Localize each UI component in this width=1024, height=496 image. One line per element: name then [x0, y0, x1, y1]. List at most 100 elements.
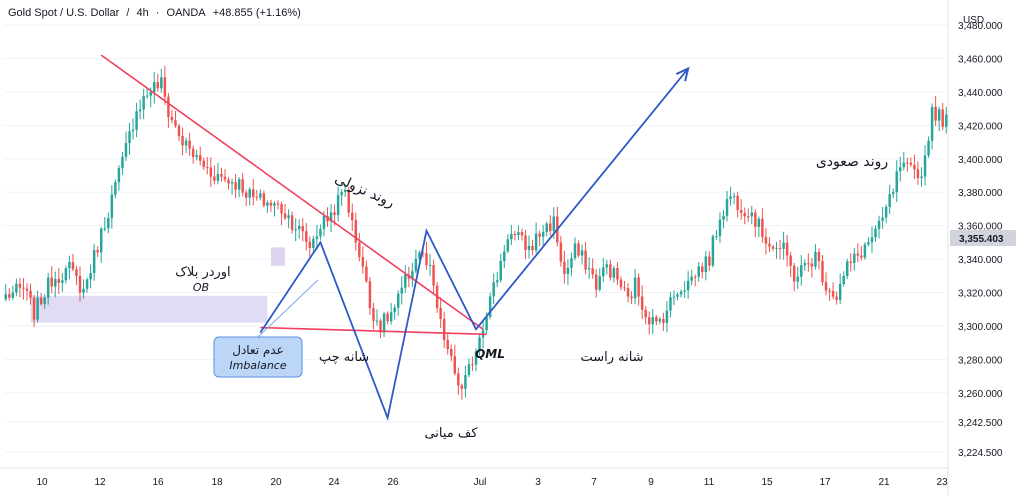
candle: [651, 309, 655, 335]
candle: [891, 188, 895, 199]
candle: [669, 291, 672, 318]
qml-label: QML: [475, 347, 505, 361]
candle: [623, 280, 626, 292]
candle: [188, 132, 191, 156]
candle: [619, 276, 623, 291]
candle: [280, 201, 283, 226]
symbol-name[interactable]: Gold Spot / U.S. Dollar: [8, 7, 120, 19]
time-tick-label: 3: [535, 477, 541, 488]
time-tick-label: 21: [878, 477, 890, 488]
candle: [396, 290, 400, 316]
time-tick-label: 23: [936, 477, 948, 488]
order-block-zone: [30, 247, 285, 323]
candle: [757, 216, 761, 238]
candle: [807, 253, 810, 272]
candle: [244, 189, 248, 206]
candle: [255, 189, 259, 201]
time-tick-label: 15: [761, 477, 773, 488]
candle: [404, 265, 407, 294]
left-shoulder-label: شانه چپ: [319, 350, 369, 365]
timeframe[interactable]: 4h: [136, 7, 149, 19]
candle: [368, 277, 372, 315]
candle: [800, 255, 803, 286]
ob-rect: [30, 295, 268, 323]
candle: [863, 242, 867, 260]
candle: [54, 271, 57, 298]
candle: [259, 189, 262, 201]
candle: [534, 222, 538, 254]
candle: [782, 231, 785, 260]
candle: [411, 262, 414, 288]
candle: [46, 272, 50, 305]
candle: [61, 272, 64, 293]
candle: [446, 333, 449, 355]
candle: [202, 157, 205, 170]
candle: [524, 230, 527, 259]
candle: [750, 205, 754, 225]
time-tick-label: 7: [591, 477, 597, 488]
candle: [400, 276, 403, 305]
candle: [128, 122, 131, 155]
candle: [817, 248, 821, 270]
candle: [754, 209, 757, 238]
candle: [389, 303, 393, 325]
currency-label[interactable]: USD: [963, 15, 984, 26]
time-tick-label: 20: [270, 477, 282, 488]
candle: [195, 149, 198, 161]
candle: [789, 251, 792, 277]
candle: [103, 217, 107, 232]
candle: [252, 179, 255, 206]
candle: [50, 266, 53, 294]
candle: [906, 157, 909, 172]
candle: [930, 103, 934, 150]
candle: [503, 244, 506, 269]
candle: [899, 156, 902, 182]
candle: [531, 239, 534, 256]
candle: [549, 215, 552, 236]
candle: [672, 290, 676, 306]
chart-header: Gold Spot / U.S. Dollar / 4h · OANDA +48…: [8, 7, 301, 19]
imbalance-rect: [270, 247, 285, 266]
candle: [121, 151, 124, 175]
candle: [471, 356, 474, 371]
candle: [393, 304, 396, 320]
candle: [944, 106, 948, 134]
candle: [36, 290, 39, 323]
candle: [428, 254, 432, 276]
candle: [8, 288, 11, 301]
candle: [690, 269, 693, 285]
candle: [464, 365, 467, 398]
candle: [170, 110, 174, 124]
price-axis[interactable]: 3,224.500 3,242.500 3,260.000 3,280.000 3,30…: [958, 21, 1003, 459]
imbalance-fa-text: عدم تعادل: [232, 343, 284, 357]
candle: [888, 184, 891, 214]
candle: [881, 206, 884, 229]
time-tick-label: 10: [36, 477, 48, 488]
candle: [145, 88, 149, 99]
candle: [276, 200, 280, 210]
candle: [495, 271, 499, 288]
candle: [923, 145, 927, 186]
candle: [372, 302, 375, 330]
candle: [114, 179, 117, 199]
time-tick-label: 26: [387, 477, 399, 488]
candle: [874, 225, 877, 242]
time-axis[interactable]: 10 12 16 18 20 24 26 Jul 3 7 9 11 15 17 21 23: [36, 477, 948, 488]
price-tick-label: 3,360.000: [958, 222, 1003, 233]
candle: [594, 268, 598, 298]
right-shoulder-label: شانه راست: [580, 350, 643, 365]
candle: [743, 207, 746, 225]
candle: [909, 157, 913, 167]
candle: [160, 68, 163, 93]
time-tick-label: 18: [211, 477, 223, 488]
candle: [633, 268, 637, 305]
candle: [506, 234, 510, 254]
price-tick-label: 3,300.000: [958, 322, 1003, 333]
candle: [747, 208, 750, 223]
candle: [32, 294, 36, 328]
candle: [884, 204, 888, 224]
candle: [902, 151, 906, 171]
head-label: کف میانی: [424, 426, 478, 441]
